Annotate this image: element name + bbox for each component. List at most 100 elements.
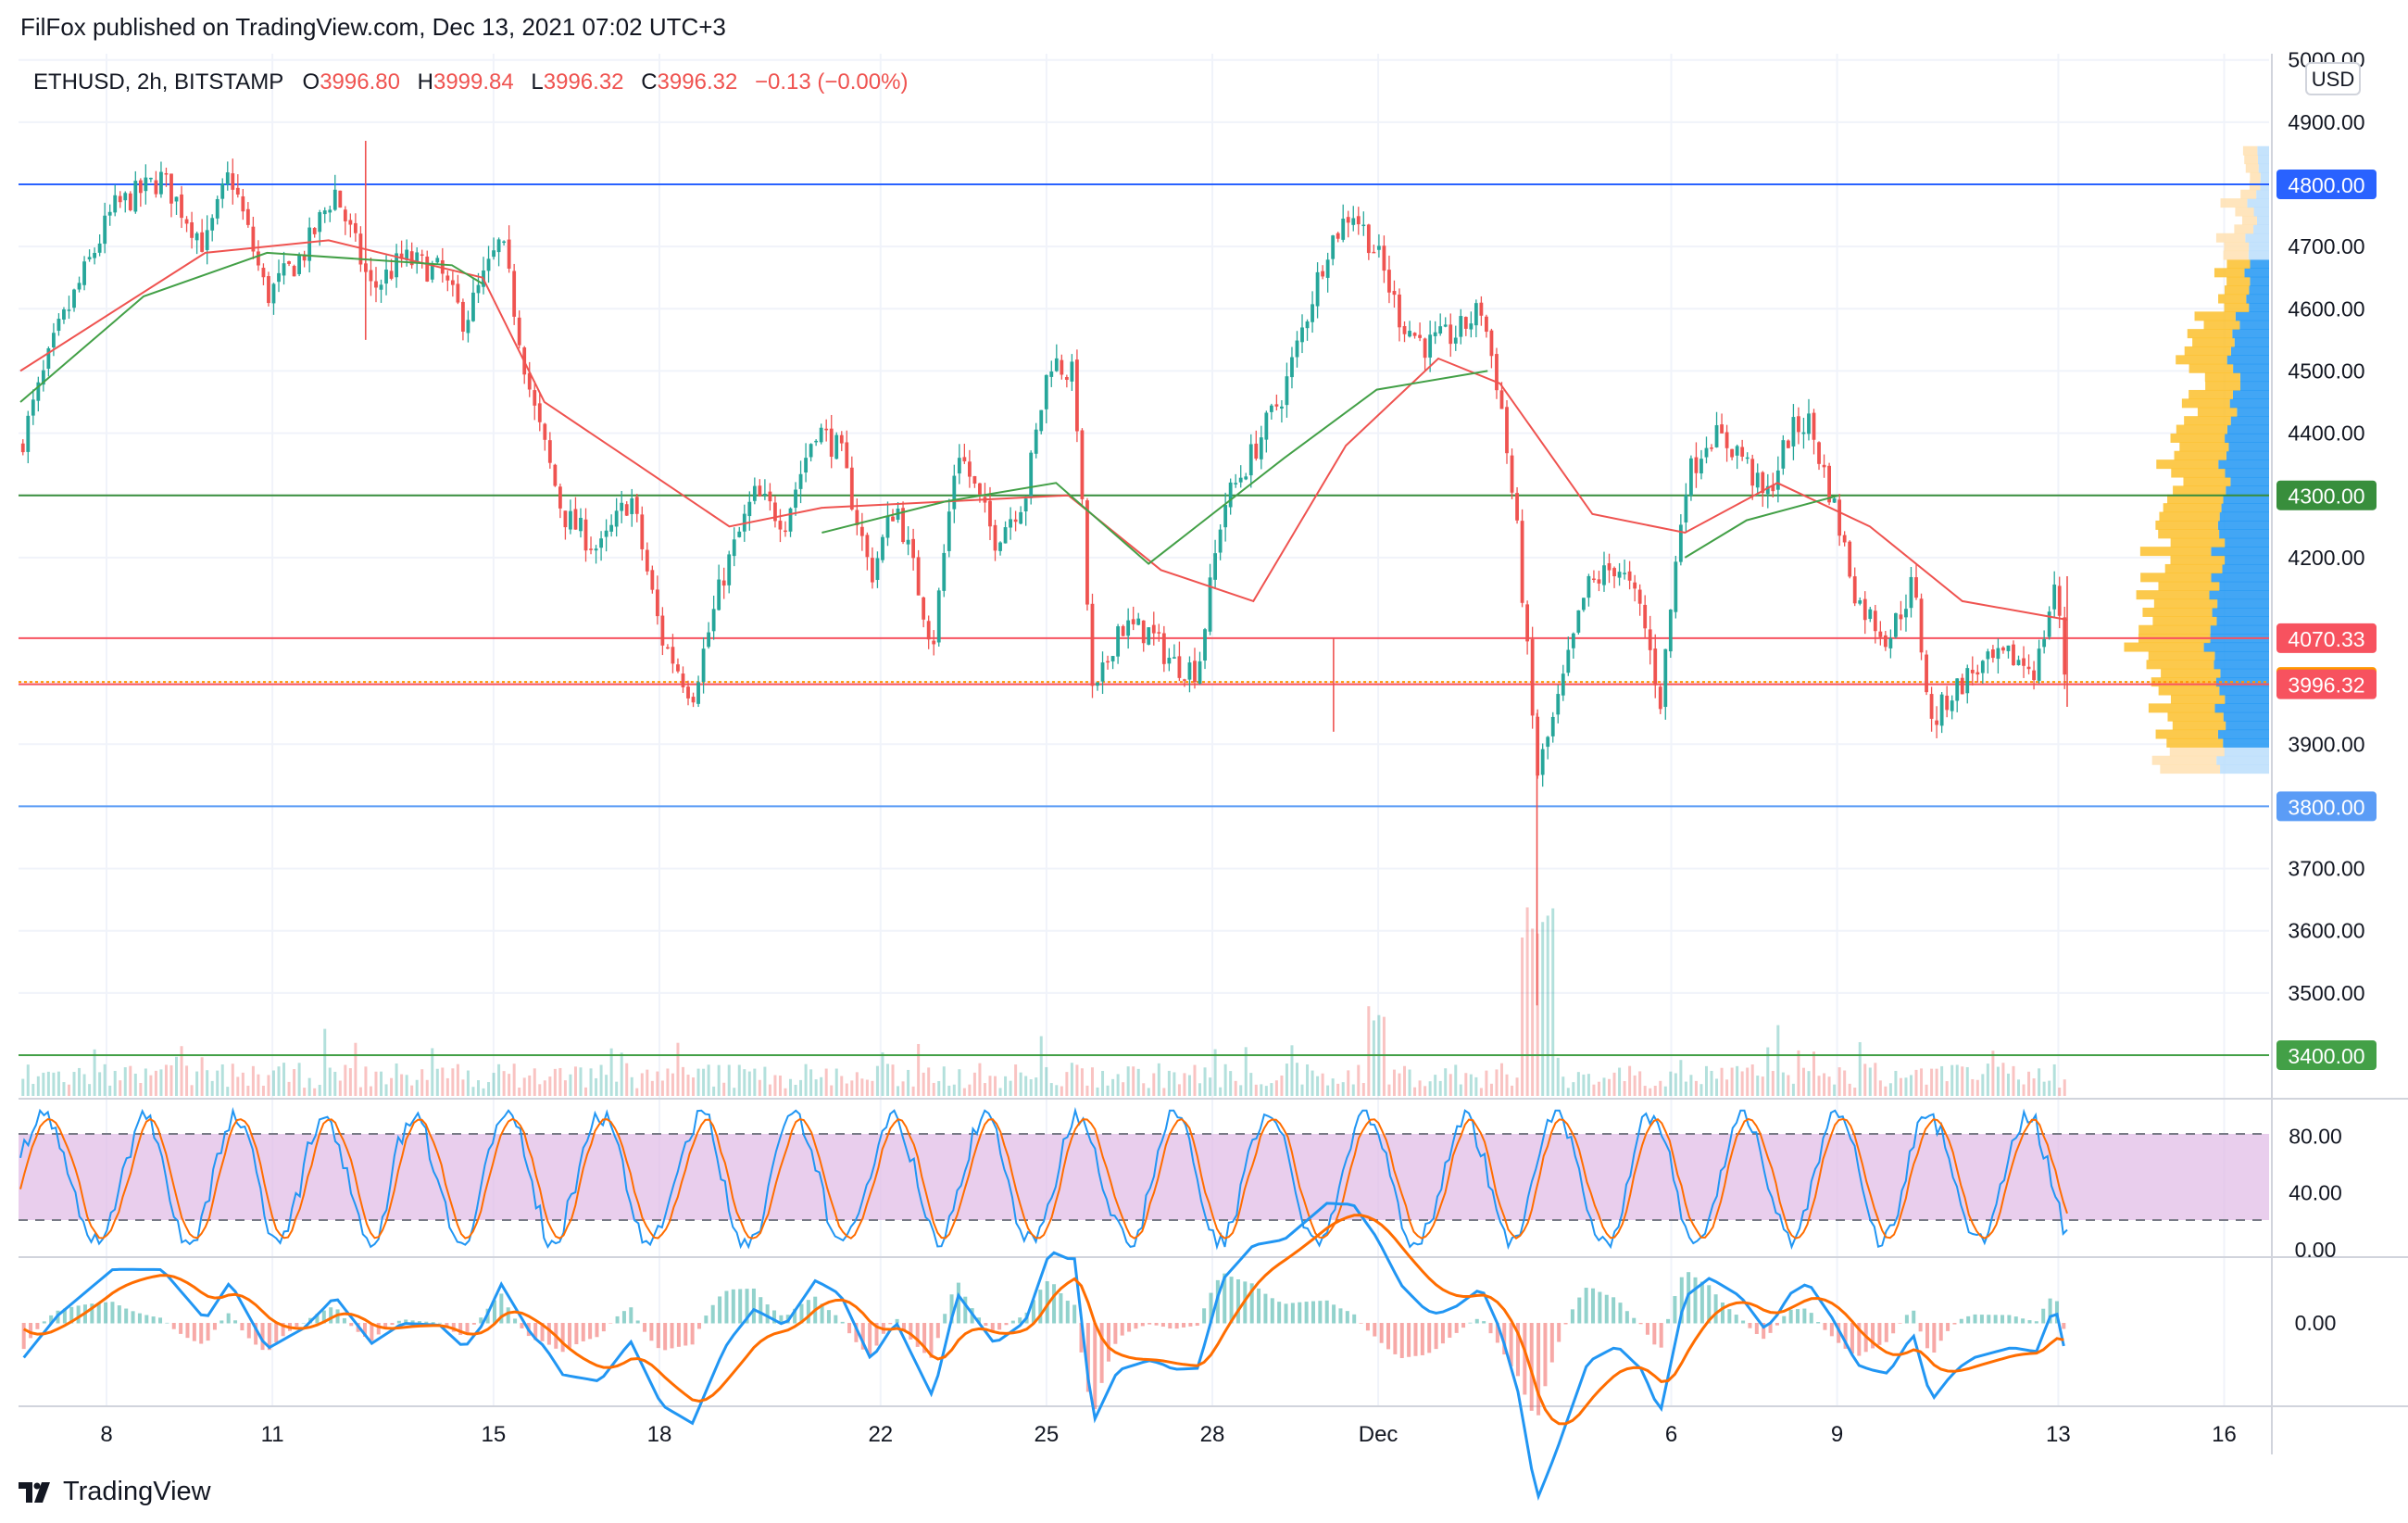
candle-body: [1234, 483, 1238, 485]
candle-body: [988, 500, 992, 527]
volume-bar: [103, 1064, 107, 1096]
macd-hist-bar: [1727, 1309, 1732, 1324]
macd-hist-bar: [96, 1303, 101, 1324]
macd-hist-bar: [295, 1323, 299, 1328]
candle-body: [1351, 218, 1356, 225]
macd-hist-bar: [1182, 1323, 1186, 1328]
macd-hist-bar: [806, 1300, 810, 1324]
profile-bar-down: [2174, 450, 2226, 460]
volume-bar: [528, 1075, 532, 1096]
candle-body: [824, 428, 829, 431]
candle-body: [205, 230, 209, 250]
candle-body: [1797, 416, 1800, 433]
macd-hist-bar: [165, 1322, 169, 1324]
candle-body: [1807, 413, 1811, 434]
macd-hist-bar: [1912, 1310, 1916, 1324]
macd-hist-bar: [840, 1321, 845, 1324]
volume-bar: [2001, 1063, 2005, 1096]
macd-hist-bar: [1543, 1323, 1548, 1387]
macd-hist-bar: [1952, 1323, 1957, 1325]
macd-hist-bar: [690, 1323, 695, 1345]
candle-body: [1566, 649, 1571, 673]
profile-bar-up: [2224, 747, 2269, 757]
profile-bar-down: [2148, 650, 2215, 661]
volume-bar: [1055, 1085, 1059, 1096]
candle-body: [558, 486, 562, 509]
macd-hist-bar: [1010, 1320, 1015, 1324]
macd-hist-bar: [1618, 1303, 1623, 1324]
volume-bar: [1868, 1067, 1872, 1096]
macd-hist-bar: [158, 1317, 163, 1324]
volume-bar: [1019, 1072, 1022, 1096]
published-by-text: FilFox published on TradingView.com, Dec…: [20, 13, 726, 41]
profile-bar-up: [2230, 346, 2269, 356]
horizontal-levels[interactable]: [19, 183, 2269, 1056]
candle-body: [1899, 614, 1903, 620]
volume-bar: [410, 1085, 414, 1096]
candle-body: [1684, 495, 1688, 522]
symbol-legend[interactable]: ETHUSD, 2h, BITSTAMP O3996.80 H3999.84 L…: [33, 69, 908, 94]
macd-hist-bar: [868, 1323, 872, 1356]
macd-hist-bar: [1373, 1323, 1377, 1337]
macd-hist-bar: [1379, 1323, 1384, 1343]
stoch-axis: 80.00 40.00 0.00: [2289, 1124, 2342, 1262]
profile-bar-down: [2197, 407, 2238, 417]
profile-bar-down: [2234, 224, 2254, 234]
candle-body: [1755, 472, 1760, 488]
candle-body: [855, 510, 859, 525]
macd-hist-bar: [676, 1323, 681, 1347]
volume-bar: [1740, 1071, 1744, 1096]
profile-bar-up: [2210, 624, 2269, 635]
candle-body: [1131, 619, 1135, 624]
macd-hist-bar: [874, 1323, 879, 1346]
candle-body: [1658, 686, 1662, 710]
volume-bar: [287, 1081, 291, 1096]
stoch-band: [19, 1134, 2269, 1220]
volume-bar: [778, 1076, 782, 1096]
macd-hist-bar: [1938, 1323, 1943, 1341]
volume-bar: [1495, 1069, 1499, 1096]
macd-hist-bar: [1079, 1323, 1084, 1353]
volume-bar: [400, 1074, 404, 1096]
macd-hist-bar: [390, 1323, 395, 1326]
macd-hist-bar: [1482, 1321, 1486, 1324]
candle-body: [1126, 620, 1131, 636]
macd-hist-bar: [171, 1323, 176, 1329]
macd-hist-bar: [1134, 1323, 1138, 1329]
candle-body: [721, 580, 726, 586]
macd-hist-bar: [935, 1323, 940, 1339]
macd-hist-bar: [1843, 1323, 1848, 1349]
candle-body: [1710, 447, 1713, 449]
volume-bar: [640, 1073, 644, 1096]
volume-bar: [1991, 1051, 1995, 1096]
candle-body: [2037, 648, 2041, 681]
volume-bar: [1122, 1082, 1125, 1096]
candle-body: [1013, 519, 1018, 522]
volume-bar: [1306, 1064, 1310, 1096]
macd-hist-bar: [1399, 1323, 1404, 1358]
candle-body: [62, 308, 66, 320]
profile-bar-up: [2230, 476, 2269, 486]
volume-bar: [1326, 1085, 1330, 1096]
candle-body: [1285, 376, 1289, 406]
profile-bar-up: [2232, 329, 2269, 339]
candle-body: [2057, 585, 2062, 616]
candle-body: [1935, 720, 1939, 725]
candle-body: [332, 189, 337, 210]
volume-bar: [1833, 1084, 1837, 1096]
volume-bar: [390, 1077, 394, 1096]
profile-bar-up: [2260, 181, 2269, 191]
profile-bar-up: [2225, 433, 2269, 443]
profile-bar-down: [2158, 686, 2220, 696]
time-axis[interactable]: 8 11 15 18 22 25 28 Dec 6 9 13 16: [100, 1422, 2237, 1447]
candle-body: [210, 218, 215, 231]
candle-body: [1034, 429, 1038, 454]
candle-body: [645, 549, 649, 572]
volume-bar: [1311, 1070, 1314, 1096]
macd-hist-bar: [1059, 1293, 1063, 1324]
macd-hist-bar: [2013, 1316, 2018, 1324]
volume-bar: [820, 1076, 823, 1096]
tradingview-logo[interactable]: TradingView: [19, 1477, 211, 1507]
candle-body: [936, 590, 941, 643]
